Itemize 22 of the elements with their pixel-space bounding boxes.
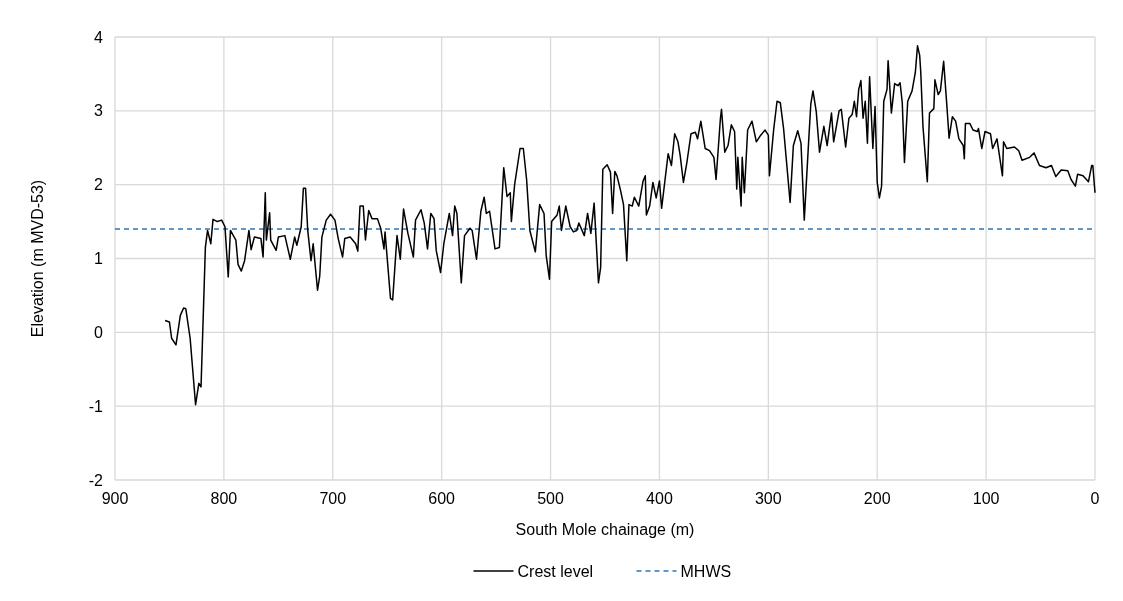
y-tick-label: -1 [88, 397, 104, 415]
y-tick-label: 1 [94, 250, 104, 268]
y-axis-title: Elevation (m MVD-53) [29, 179, 46, 338]
y-tick-label: 4 [94, 28, 104, 46]
x-axis-title: South Mole chainage (m) [515, 521, 695, 538]
y-tick-label: 2 [94, 176, 104, 194]
x-tick-label: 700 [319, 490, 347, 507]
x-tick-label: 500 [537, 490, 564, 507]
x-tick-label: 200 [863, 490, 891, 507]
legend-label: Crest level [517, 562, 594, 580]
line-series [164, 45, 1096, 406]
x-tick-label: 100 [972, 490, 1000, 507]
x-tick-label: 300 [754, 490, 782, 507]
x-tick-label: 0 [1090, 490, 1100, 507]
x-tick-label: 800 [210, 490, 238, 507]
y-tick-label: 0 [94, 323, 104, 341]
y-tick-label: 3 [94, 102, 104, 120]
x-tick-label: 600 [428, 490, 456, 507]
x-tick-label: 900 [101, 490, 129, 507]
y-tick-label: -2 [88, 471, 104, 489]
legend-label: MHWS [680, 562, 732, 580]
x-tick-label: 400 [646, 490, 673, 507]
